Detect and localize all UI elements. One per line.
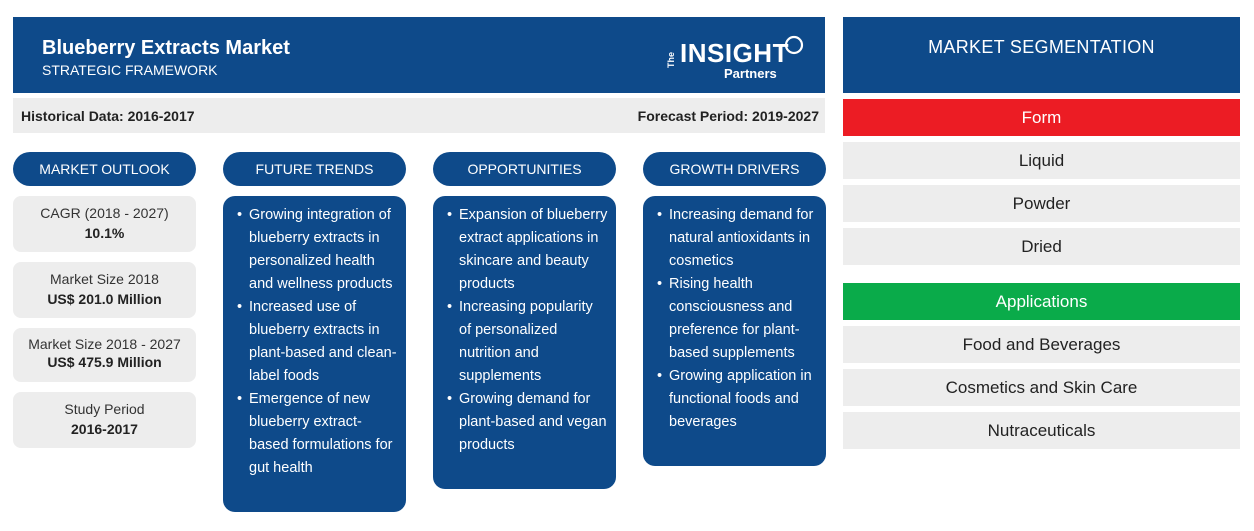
logo-insight-text: INSIGHT [680,38,789,68]
segment-item: Dried [843,228,1240,265]
segment-item: Liquid [843,142,1240,179]
opportunities-box: Expansion of blueberry extract applicati… [433,196,616,489]
list-item: Growing demand for plant-based and vegan… [447,388,608,457]
historical-data: Historical Data: 2016-2017 [21,108,195,124]
logo-the-text: The [666,51,676,68]
insight-partners-logo: The INSIGHT Partners [666,34,806,82]
logo-partners-text: Partners [724,66,777,81]
growth-drivers-box: Increasing demand for natural antioxidan… [643,196,826,466]
segment-item: Powder [843,185,1240,222]
outlook-card-market-size-2018: Market Size 2018 US$ 201.0 Million [13,262,196,318]
segment-category-applications: Applications [843,283,1240,320]
future-trends-box: Growing integration of blueberry extract… [223,196,406,512]
outlook-card-label: Market Size 2018 - 2027 [28,336,181,352]
outlook-card-value: 10.1% [84,225,125,241]
list-item: Expansion of blueberry extract applicati… [447,204,608,296]
growth-drivers-header: GROWTH DRIVERS [643,152,826,186]
list-item: Growing integration of blueberry extract… [237,204,398,296]
outlook-card-cagr: CAGR (2018 - 2027) 10.1% [13,196,196,252]
report-title: Blueberry Extracts Market [42,37,290,59]
outlook-card-label: Study Period [64,401,145,417]
list-item: Increasing popularity of personalized nu… [447,296,608,388]
segment-category-form: Form [843,99,1240,136]
report-subtitle: STRATEGIC FRAMEWORK [42,62,218,78]
outlook-card-market-size-range: Market Size 2018 - 2027 US$ 475.9 Millio… [13,328,196,382]
forecast-period: Forecast Period: 2019-2027 [637,108,819,124]
opportunities-header: OPPORTUNITIES [433,152,616,186]
outlook-card-value: US$ 475.9 Million [47,354,162,370]
logo-circle-icon [784,35,804,55]
segment-item: Food and Beverages [843,326,1240,363]
list-item: Growing application in functional foods … [657,365,818,434]
outlook-card-value: US$ 201.0 Million [47,291,162,307]
outlook-card-study-period: Study Period 2016-2017 [13,392,196,448]
period-bar: Historical Data: 2016-2017 Forecast Peri… [13,98,825,133]
outlook-card-label: CAGR (2018 - 2027) [40,205,169,221]
segmentation-title: MARKET SEGMENTATION [843,17,1240,93]
list-item: Increased use of blueberry extracts in p… [237,296,398,388]
market-outlook-header: MARKET OUTLOOK [13,152,196,186]
outlook-card-value: 2016-2017 [71,421,138,437]
list-item: Increasing demand for natural antioxidan… [657,204,818,273]
list-item: Emergence of new blueberry extract-based… [237,388,398,480]
list-item: Rising health consciousness and preferen… [657,273,818,365]
segment-item: Nutraceuticals [843,412,1240,449]
future-trends-header: FUTURE TRENDS [223,152,406,186]
segment-item: Cosmetics and Skin Care [843,369,1240,406]
report-header: Blueberry Extracts Market STRATEGIC FRAM… [13,17,825,93]
outlook-card-label: Market Size 2018 [50,271,159,287]
